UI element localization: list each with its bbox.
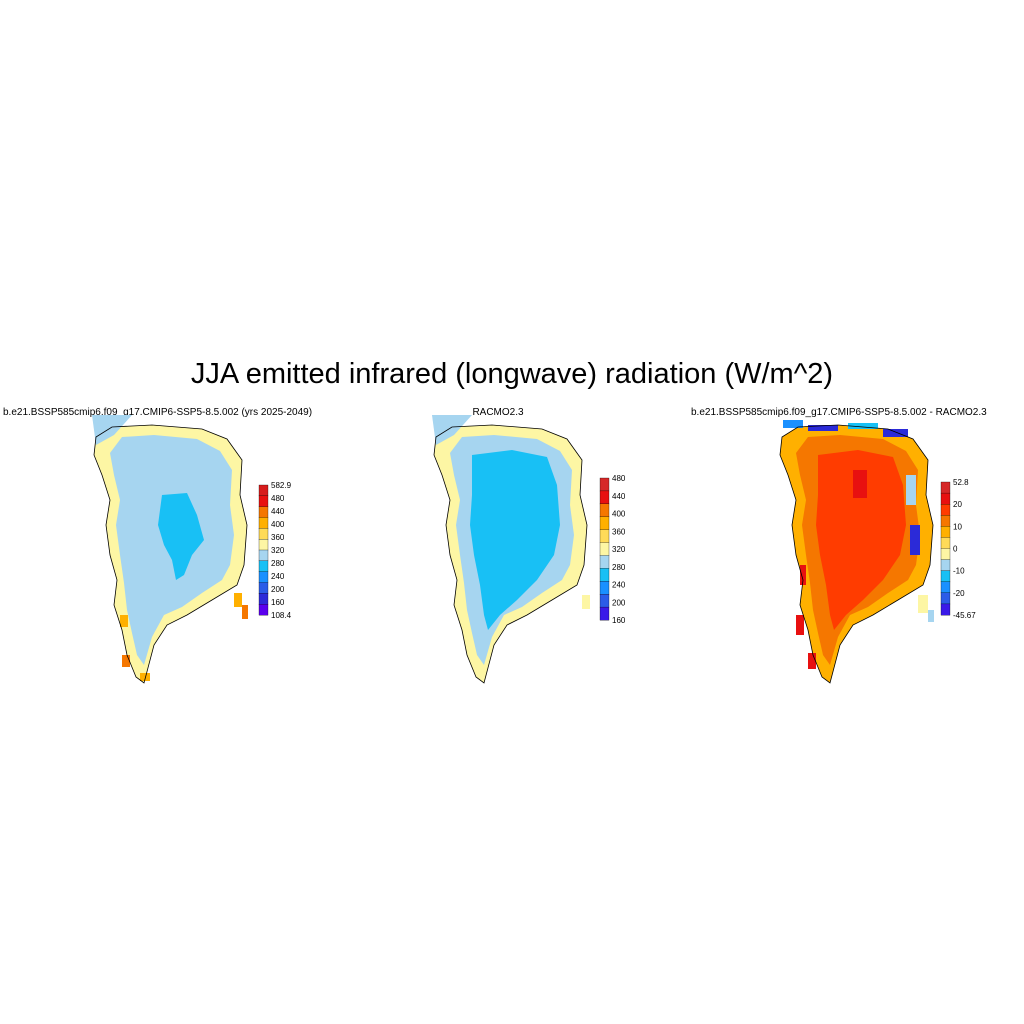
cell <box>800 565 806 585</box>
colorbar-label: 280 <box>271 559 285 568</box>
colorbar-label: 200 <box>612 598 626 607</box>
colorbar-swatch <box>940 559 951 572</box>
colorbar-label: 582.9 <box>271 481 292 490</box>
cell <box>853 470 867 498</box>
colorbar-label: 480 <box>271 494 285 503</box>
cell <box>883 429 908 437</box>
colorbar-label: -45.67 <box>953 611 976 620</box>
colorbar-swatch <box>599 555 610 569</box>
colorbar-label: 320 <box>271 546 285 555</box>
colorbar-label: 240 <box>271 572 285 581</box>
cell <box>582 595 590 609</box>
colorbar-swatch <box>258 517 269 529</box>
colorbar-label: 360 <box>271 533 285 542</box>
colorbar-swatch <box>258 571 269 583</box>
cell <box>120 615 128 627</box>
colorbar-swatch <box>599 594 610 608</box>
panel-1-title: b.e21.BSSP585cmip6.f09_g17.CMIP6-SSP5-8.… <box>3 407 313 418</box>
colorbar-swatch <box>599 606 610 621</box>
colorbar-swatch <box>258 549 269 562</box>
figure-title: JJA emitted infrared (longwave) radiatio… <box>190 358 834 390</box>
colorbar-swatch <box>940 592 951 605</box>
colorbar-label: 320 <box>612 545 626 554</box>
ellesmere-island <box>432 415 472 445</box>
colorbar-swatch <box>599 568 610 582</box>
colorbar-label: 200 <box>271 585 285 594</box>
colorbar-panel-1: 582.9 480 440 400 360 320 280 240 200 160 108.4 <box>258 481 292 620</box>
panel-3-title: b.e21.BSSP585cmip6.f09_g17.CMIP6-SSP5-8.… <box>691 407 987 418</box>
colorbar-label: 360 <box>612 527 626 536</box>
colorbar-swatch <box>599 542 610 556</box>
colorbar-swatch <box>599 477 610 492</box>
colorbar-swatch <box>599 581 610 595</box>
colorbar-panel-3: 52.8 20 10 0 -10 -20 -45.67 <box>940 478 976 620</box>
colorbar-label: 440 <box>271 507 285 516</box>
cell <box>140 673 150 681</box>
colorbar-label: 400 <box>612 510 626 519</box>
colorbar-swatch <box>258 528 269 540</box>
colorbar-label: 52.8 <box>953 478 969 487</box>
colorbar-panel-2: 480 440 400 360 320 280 240 200 160 <box>599 474 626 625</box>
colorbar-swatch <box>258 495 269 508</box>
colorbar-label: 20 <box>953 500 962 509</box>
colorbar-swatch <box>258 539 269 551</box>
panel-1-map <box>92 415 248 684</box>
colorbar-swatch <box>940 603 951 616</box>
colorbar-swatch <box>258 582 269 594</box>
cell <box>848 423 878 429</box>
colorbar-swatch <box>599 490 610 505</box>
colorbar-label: 160 <box>271 598 285 607</box>
panel-2-map <box>432 415 590 684</box>
panel-2-title: RACMO2.3 <box>472 407 524 418</box>
colorbar-swatch <box>258 604 269 616</box>
colorbar-swatch <box>599 516 610 530</box>
cell <box>910 525 920 555</box>
colorbar-label: 10 <box>953 522 962 531</box>
colorbar-swatch <box>940 526 951 538</box>
cell <box>808 653 816 669</box>
cell <box>234 593 242 607</box>
colorbar-label: 440 <box>612 492 626 501</box>
colorbar-swatch <box>940 515 951 527</box>
cell <box>906 475 916 505</box>
panel-3-map <box>779 420 934 684</box>
colorbar-swatch <box>940 481 951 494</box>
colorbar-swatch <box>258 593 269 605</box>
colorbar-label: 0 <box>953 545 958 554</box>
colorbar-label: 240 <box>612 581 626 590</box>
colorbar-swatch <box>940 504 951 516</box>
colorbar-label: 108.4 <box>271 611 292 620</box>
cell <box>122 655 130 667</box>
cell <box>928 610 934 622</box>
colorbar-label: 160 <box>612 616 626 625</box>
colorbar-label: 480 <box>612 474 626 483</box>
colorbar-swatch <box>599 503 610 518</box>
colorbar-swatch <box>258 506 269 518</box>
colorbar-label: -20 <box>953 589 965 598</box>
cell <box>808 425 838 431</box>
cell <box>242 605 248 619</box>
cell <box>918 595 928 613</box>
colorbar-swatch <box>940 570 951 583</box>
colorbar-swatch <box>258 484 269 497</box>
colorbar-label: -10 <box>953 567 965 576</box>
ellesmere-island <box>92 415 132 445</box>
colorbar-label: 400 <box>271 520 285 529</box>
colorbar-swatch <box>940 492 951 505</box>
colorbar-label: 280 <box>612 563 626 572</box>
colorbar-swatch <box>940 581 951 594</box>
colorbar-swatch <box>940 548 951 560</box>
colorbar-swatch <box>599 529 610 543</box>
colorbar-swatch <box>258 560 269 573</box>
colorbar-swatch <box>940 537 951 549</box>
cell <box>783 420 803 428</box>
cell <box>796 615 804 635</box>
